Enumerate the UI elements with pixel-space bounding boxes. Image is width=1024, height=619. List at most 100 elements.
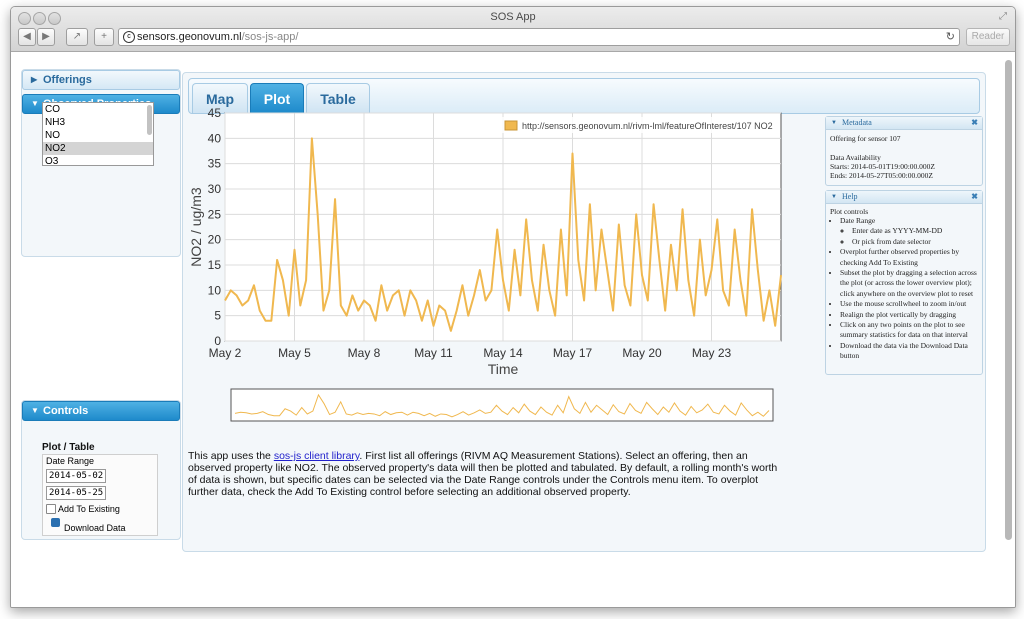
- date-range-box: Date Range 2014-05-02 2014-05-25 Add To …: [42, 454, 158, 536]
- help-item: Download the data via the Download Data …: [840, 341, 978, 362]
- chevron-down-icon: ▼: [31, 99, 39, 108]
- page-content: ▶ Offerings ▼ Observed Properties CO NH3…: [11, 52, 1015, 607]
- help-header[interactable]: ▼ Help ✖: [826, 191, 982, 204]
- address-bar[interactable]: c sensors.geonovum.nl/sos-js-app/ ↻: [118, 28, 960, 46]
- help-title: Help: [842, 192, 858, 201]
- x-tick-label: May 14: [483, 346, 523, 360]
- zoom-window-button[interactable]: [48, 12, 61, 25]
- help-item: Click on any two points on the plot to s…: [840, 320, 978, 341]
- help-item: Realign the plot vertically by dragging: [840, 310, 978, 320]
- description-text-1: This app uses the: [188, 450, 274, 462]
- x-tick-label: May 17: [553, 346, 593, 360]
- sos-js-library-link[interactable]: sos-js client library: [273, 450, 360, 462]
- close-window-button[interactable]: [18, 12, 31, 25]
- tab-bar: Map Plot Table: [188, 78, 980, 114]
- help-item: Date Range Enter date as YYYY-MM-DD Or p…: [840, 216, 978, 247]
- legend-label: http://sensors.geonovum.nl/rivm-lml/feat…: [522, 121, 773, 131]
- metadata-title: Metadata: [842, 118, 872, 127]
- y-tick-label: 45: [208, 106, 222, 120]
- add-to-existing-label: Add To Existing: [58, 504, 120, 514]
- controls-panel: ▼ Controls Plot / Table Date Range 2014-…: [21, 400, 181, 540]
- y-tick-label: 15: [208, 258, 222, 272]
- help-item: Use the mouse scrollwheel to zoom in/out: [840, 299, 978, 309]
- metadata-panel: ▼ Metadata ✖ Offering for sensor 107 Dat…: [825, 116, 983, 186]
- add-to-existing-checkbox[interactable]: [46, 504, 56, 514]
- x-tick-label: May 20: [622, 346, 662, 360]
- plus-icon: +: [101, 31, 107, 42]
- property-option[interactable]: O3: [45, 156, 59, 166]
- overview-plot-frame: [230, 388, 774, 422]
- offerings-label: Offerings: [43, 74, 92, 86]
- y-tick-label: 35: [208, 157, 222, 171]
- y-tick-label: 20: [208, 233, 222, 247]
- help-panel: ▼ Help ✖ Plot controls Date Range Enter …: [825, 190, 983, 375]
- x-tick-label: May 23: [692, 346, 732, 360]
- close-icon[interactable]: ✖: [971, 192, 978, 201]
- x-axis-label: Time: [488, 361, 519, 377]
- legend-box: [501, 117, 779, 133]
- y-tick-label: 0: [214, 334, 221, 348]
- download-icon[interactable]: [51, 518, 60, 527]
- back-arrow-icon: ◀: [23, 31, 31, 42]
- ends-text: Ends: 2014-05-27T05:00:00.000Z: [830, 171, 933, 180]
- url-host: sensors.geonovum.nl: [137, 31, 242, 43]
- plot-area[interactable]: 0 5 10 15 20 25 30 35 40 45 May 2 May 5 May 8 May 11 M…: [183, 73, 783, 448]
- site-icon: c: [123, 31, 135, 43]
- help-heading: Plot controls: [830, 207, 869, 216]
- y-tick-label: 25: [208, 207, 222, 221]
- window-title: SOS App: [490, 11, 536, 23]
- metadata-header[interactable]: ▼ Metadata ✖: [826, 117, 982, 130]
- chevron-down-icon: ▼: [831, 194, 837, 200]
- share-button[interactable]: ↗: [66, 28, 88, 46]
- chevron-down-icon: ▼: [31, 406, 39, 415]
- minimize-window-button[interactable]: [33, 12, 46, 25]
- x-tick-label: May 11: [414, 346, 453, 360]
- x-tick-label: May 2: [209, 346, 242, 360]
- reload-icon[interactable]: ↻: [945, 31, 955, 43]
- legend-swatch: [504, 120, 518, 131]
- controls-label: Controls: [43, 405, 89, 417]
- plot-table-title: Plot / Table: [42, 442, 95, 453]
- no2-series-line: [224, 137, 782, 332]
- offerings-header[interactable]: ▶ Offerings: [22, 70, 180, 90]
- y-tick-label: 30: [208, 182, 222, 196]
- x-tick-label: May 5: [278, 346, 311, 360]
- property-option[interactable]: NH3: [45, 117, 66, 128]
- fullscreen-icon[interactable]: ⤢: [999, 11, 1007, 22]
- list-scrollbar[interactable]: [147, 105, 152, 135]
- y-tick-label: 40: [208, 131, 222, 145]
- add-bookmark-button[interactable]: +: [94, 28, 114, 46]
- close-icon[interactable]: ✖: [971, 118, 978, 127]
- controls-header[interactable]: ▼ Controls: [22, 401, 180, 421]
- starts-text: Starts: 2014-05-01T19:00:00.000Z: [830, 162, 935, 171]
- back-button[interactable]: ◀: [18, 28, 36, 46]
- browser-window: SOS App ⤢ ◀ ▶ ↗ + c sensors.geonovum.nl/…: [10, 6, 1016, 608]
- end-date-input[interactable]: 2014-05-25: [46, 486, 106, 500]
- property-option-selected[interactable]: NO2: [43, 142, 153, 155]
- title-bar: SOS App ⤢ ◀ ▶ ↗ + c sensors.geonovum.nl/…: [11, 7, 1015, 52]
- tab-table[interactable]: Table: [306, 83, 370, 113]
- date-range-label: Date Range: [46, 456, 95, 466]
- help-item: Subset the plot by dragging a selection …: [840, 268, 978, 299]
- forward-button[interactable]: ▶: [37, 28, 55, 46]
- help-subitem: Enter date as YYYY-MM-DD: [852, 226, 978, 236]
- app-description: This app uses the sos-js client library.…: [188, 450, 788, 498]
- start-date-input[interactable]: 2014-05-02: [46, 469, 106, 483]
- observed-properties-list[interactable]: CO NH3 NO NO2 O3: [42, 102, 154, 166]
- share-icon: ↗: [72, 31, 82, 42]
- download-data-button[interactable]: Download Data: [64, 523, 126, 533]
- y-tick-label: 10: [208, 283, 222, 297]
- help-subitem: Or pick from date selector: [852, 237, 978, 247]
- navigation-panel: ▶ Offerings ▼ Observed Properties CO NH3…: [21, 69, 181, 257]
- url-path: /sos-js-app/: [241, 31, 299, 43]
- tab-map[interactable]: Map: [192, 83, 248, 113]
- tab-plot[interactable]: Plot: [250, 83, 304, 113]
- page-scrollbar[interactable]: [1005, 60, 1012, 540]
- overview-series-line: [234, 393, 770, 418]
- forward-arrow-icon: ▶: [42, 31, 50, 42]
- offering-text: Offering for sensor 107: [830, 134, 901, 143]
- property-option[interactable]: CO: [45, 104, 60, 115]
- property-option[interactable]: NO: [45, 130, 60, 141]
- chevron-right-icon: ▶: [31, 75, 38, 84]
- reader-button[interactable]: Reader: [966, 28, 1010, 46]
